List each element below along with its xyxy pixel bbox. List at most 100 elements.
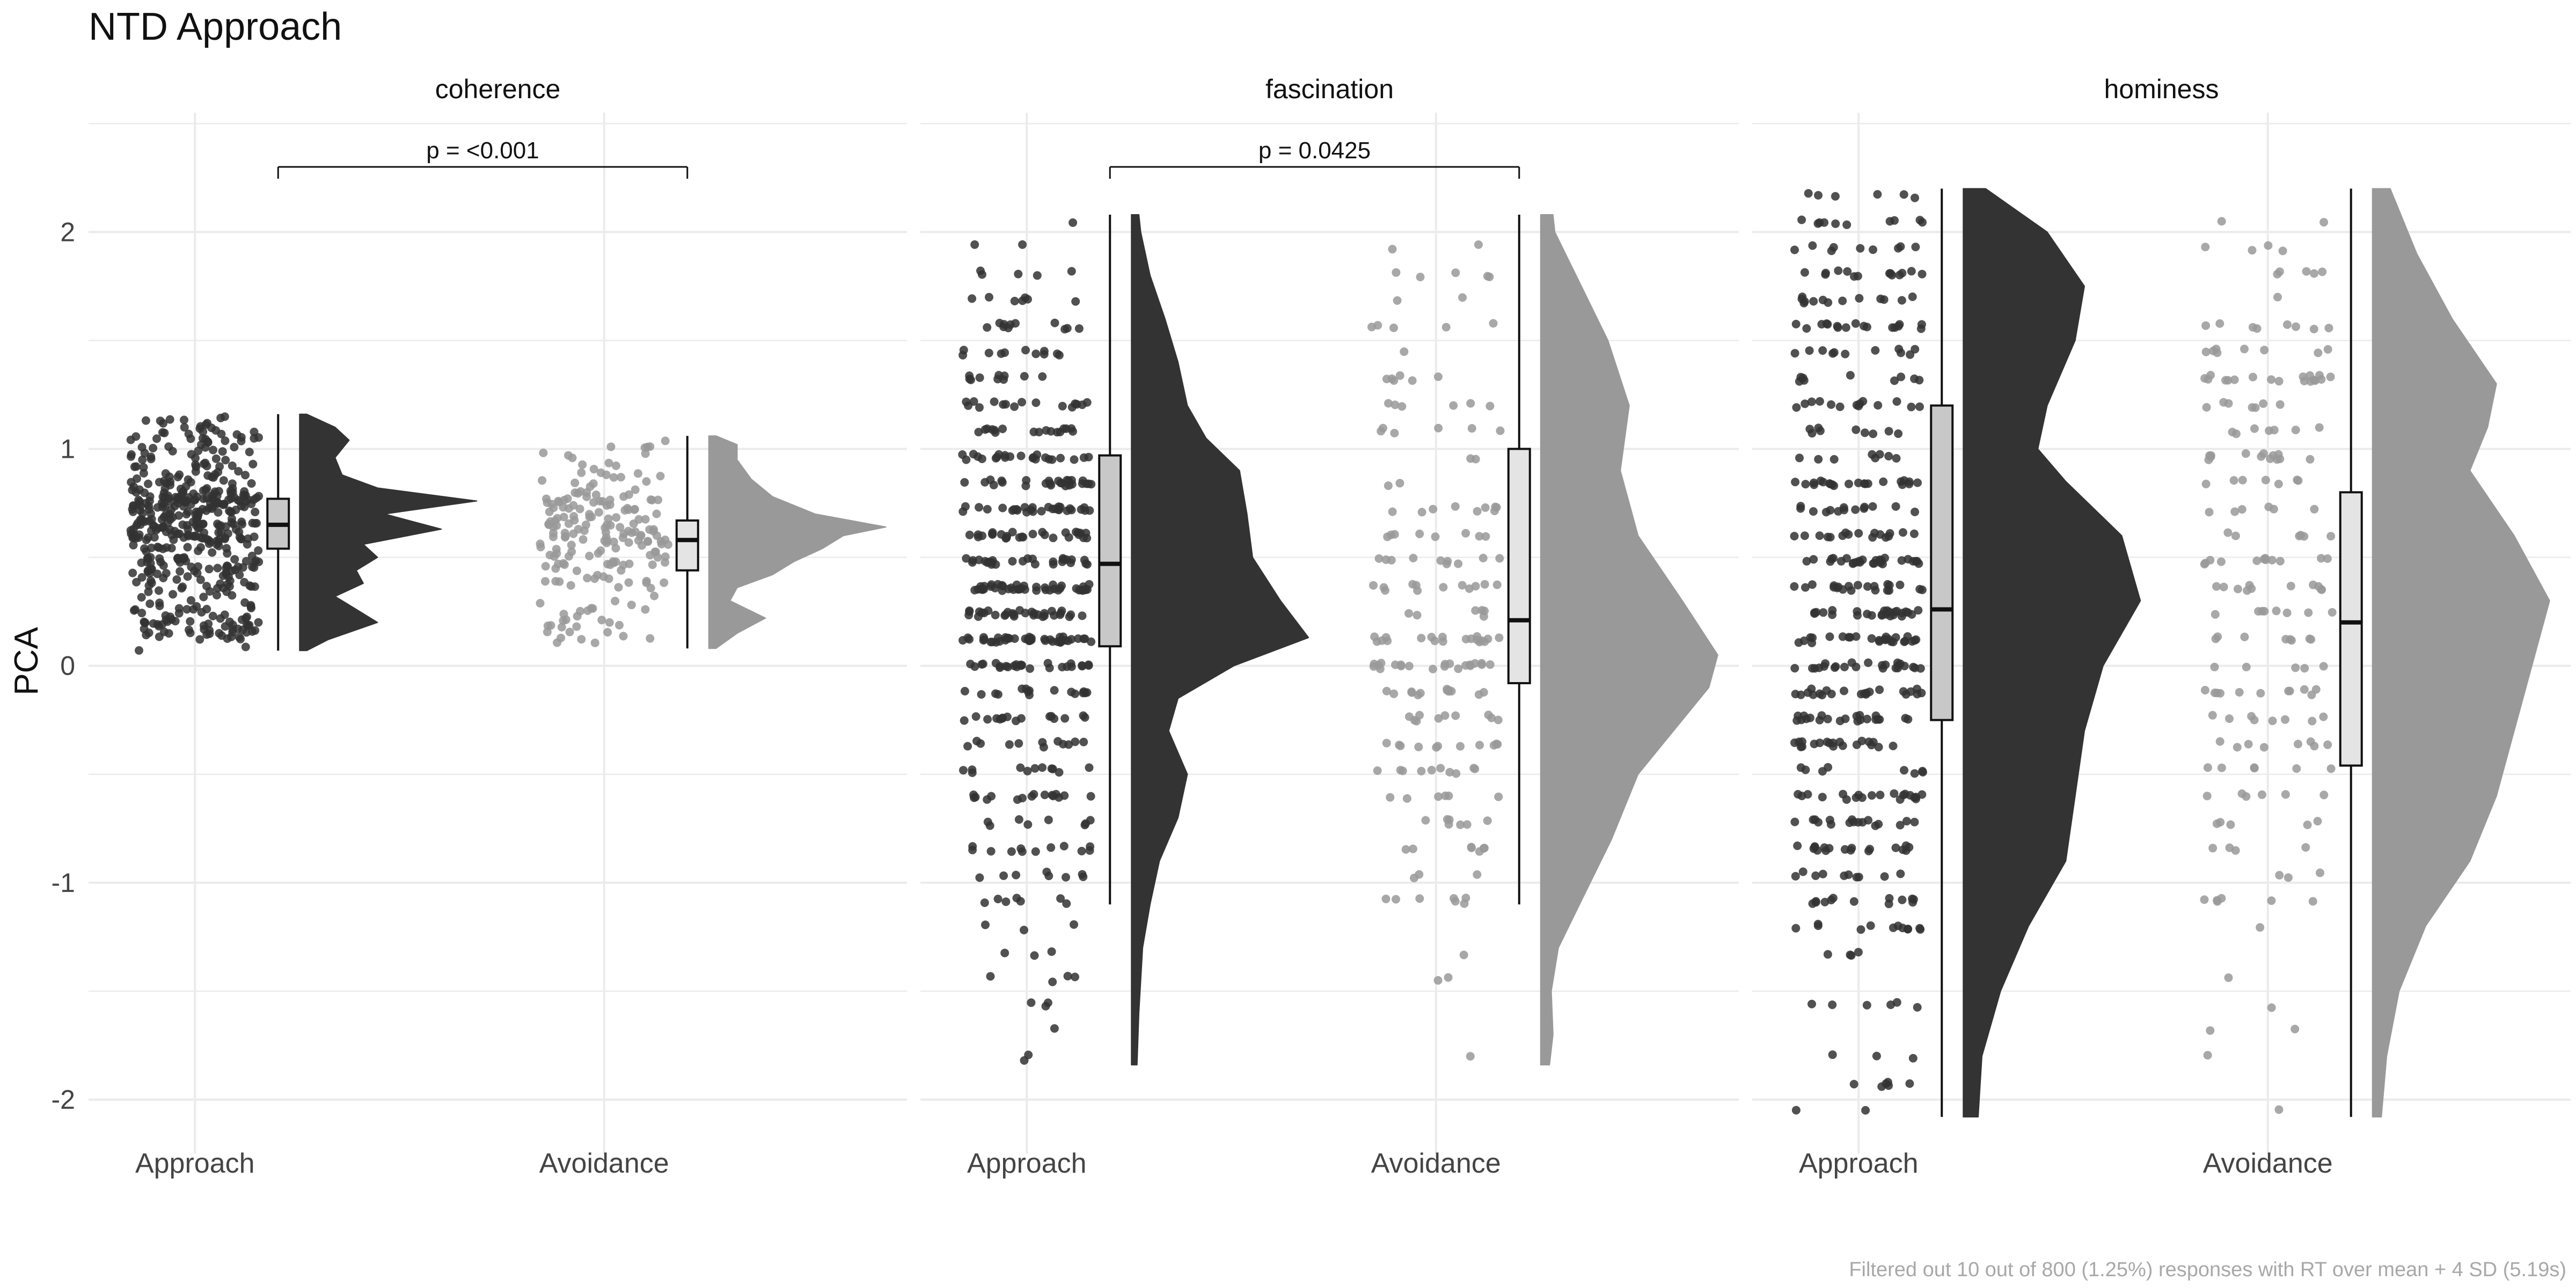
data-point: [1442, 559, 1451, 568]
data-point: [582, 488, 591, 497]
data-point: [1033, 610, 1042, 619]
data-point: [960, 478, 969, 487]
data-point: [1807, 999, 1816, 1008]
data-point: [2319, 218, 2329, 227]
data-point: [641, 605, 650, 614]
data-point: [2274, 1105, 2284, 1114]
data-point: [2303, 821, 2312, 829]
data-point: [1396, 662, 1406, 671]
data-point: [1389, 376, 1399, 385]
data-point: [1415, 529, 1424, 538]
data-point: [1028, 554, 1037, 564]
data-point: [1058, 663, 1067, 671]
data-point: [2252, 324, 2262, 333]
data-point: [2313, 817, 2322, 826]
data-point: [221, 622, 230, 631]
data-point: [1852, 740, 1861, 749]
data-point: [611, 597, 620, 605]
data-point: [239, 491, 248, 500]
data-point: [1863, 714, 1871, 723]
p-value-label: p = 0.0425: [1258, 137, 1371, 164]
data-point: [1409, 553, 1418, 562]
data-point: [2231, 531, 2240, 540]
data-point: [233, 496, 243, 504]
data-point: [1020, 585, 1029, 594]
data-point: [583, 574, 592, 583]
data-point: [153, 503, 162, 512]
data-point: [2208, 844, 2218, 853]
data-point: [2314, 348, 2323, 357]
data-point: [1810, 842, 1819, 851]
data-point: [2250, 424, 2259, 433]
data-point: [1918, 218, 1927, 227]
data-point: [619, 632, 628, 641]
data-point: [1896, 580, 1905, 589]
data-point: [560, 529, 569, 538]
data-point: [569, 501, 578, 510]
data-point: [1851, 425, 1861, 434]
data-point: [1918, 586, 1927, 595]
data-point: [251, 519, 260, 528]
data-point: [1874, 819, 1883, 829]
data-point: [1823, 532, 1832, 541]
data-point: [1869, 429, 1878, 438]
data-point: [1828, 894, 1838, 903]
data-point: [140, 544, 149, 553]
data-point: [2319, 791, 2329, 800]
data-point: [2310, 504, 2319, 514]
data-point: [1481, 532, 1490, 541]
data-point: [1884, 532, 1893, 541]
data-point: [2259, 399, 2268, 408]
data-point: [158, 428, 167, 437]
data-point: [1377, 427, 1386, 436]
data-point: [1909, 895, 1918, 904]
data-point: [1892, 397, 1901, 406]
data-point: [1010, 402, 1019, 411]
data-point: [137, 609, 147, 618]
y-tick-label: -1: [52, 868, 75, 898]
data-point: [577, 635, 586, 644]
data-point: [1417, 508, 1426, 517]
data-point: [2205, 508, 2214, 517]
data-point: [559, 513, 568, 522]
data-point: [962, 554, 971, 563]
data-point: [1042, 867, 1051, 876]
data-point: [155, 621, 163, 631]
data-point: [155, 586, 163, 595]
data-point: [128, 568, 137, 577]
data-point: [1040, 791, 1049, 800]
data-point: [998, 503, 1007, 513]
data-point: [2275, 557, 2285, 566]
data-point: [1814, 191, 1823, 200]
data-point: [617, 473, 625, 482]
data-point: [652, 531, 661, 540]
data-point: [1480, 580, 1489, 589]
data-point: [139, 469, 148, 478]
data-point: [1793, 841, 1802, 850]
data-point: [2242, 662, 2251, 671]
data-point: [657, 539, 666, 548]
data-point: [156, 558, 165, 567]
data-point: [1037, 507, 1046, 516]
data-point: [247, 604, 255, 612]
data-point: [1071, 689, 1080, 698]
data-point: [1431, 532, 1440, 541]
data-point: [1856, 925, 1865, 934]
data-point: [1874, 401, 1883, 410]
data-point: [1080, 506, 1089, 515]
data-point: [1070, 920, 1078, 929]
data-point: [1041, 583, 1049, 592]
data-point: [2323, 554, 2332, 563]
data-point: [1854, 529, 1863, 538]
data-point: [201, 443, 210, 452]
data-point: [1796, 763, 1805, 772]
data-point: [1879, 477, 1888, 486]
data-point: [1471, 606, 1480, 615]
data-point: [1001, 636, 1010, 645]
data-point: [1388, 245, 1397, 254]
data-point: [646, 495, 655, 504]
data-point: [177, 491, 186, 500]
data-point: [1492, 580, 1502, 589]
data-point: [1911, 193, 1919, 202]
